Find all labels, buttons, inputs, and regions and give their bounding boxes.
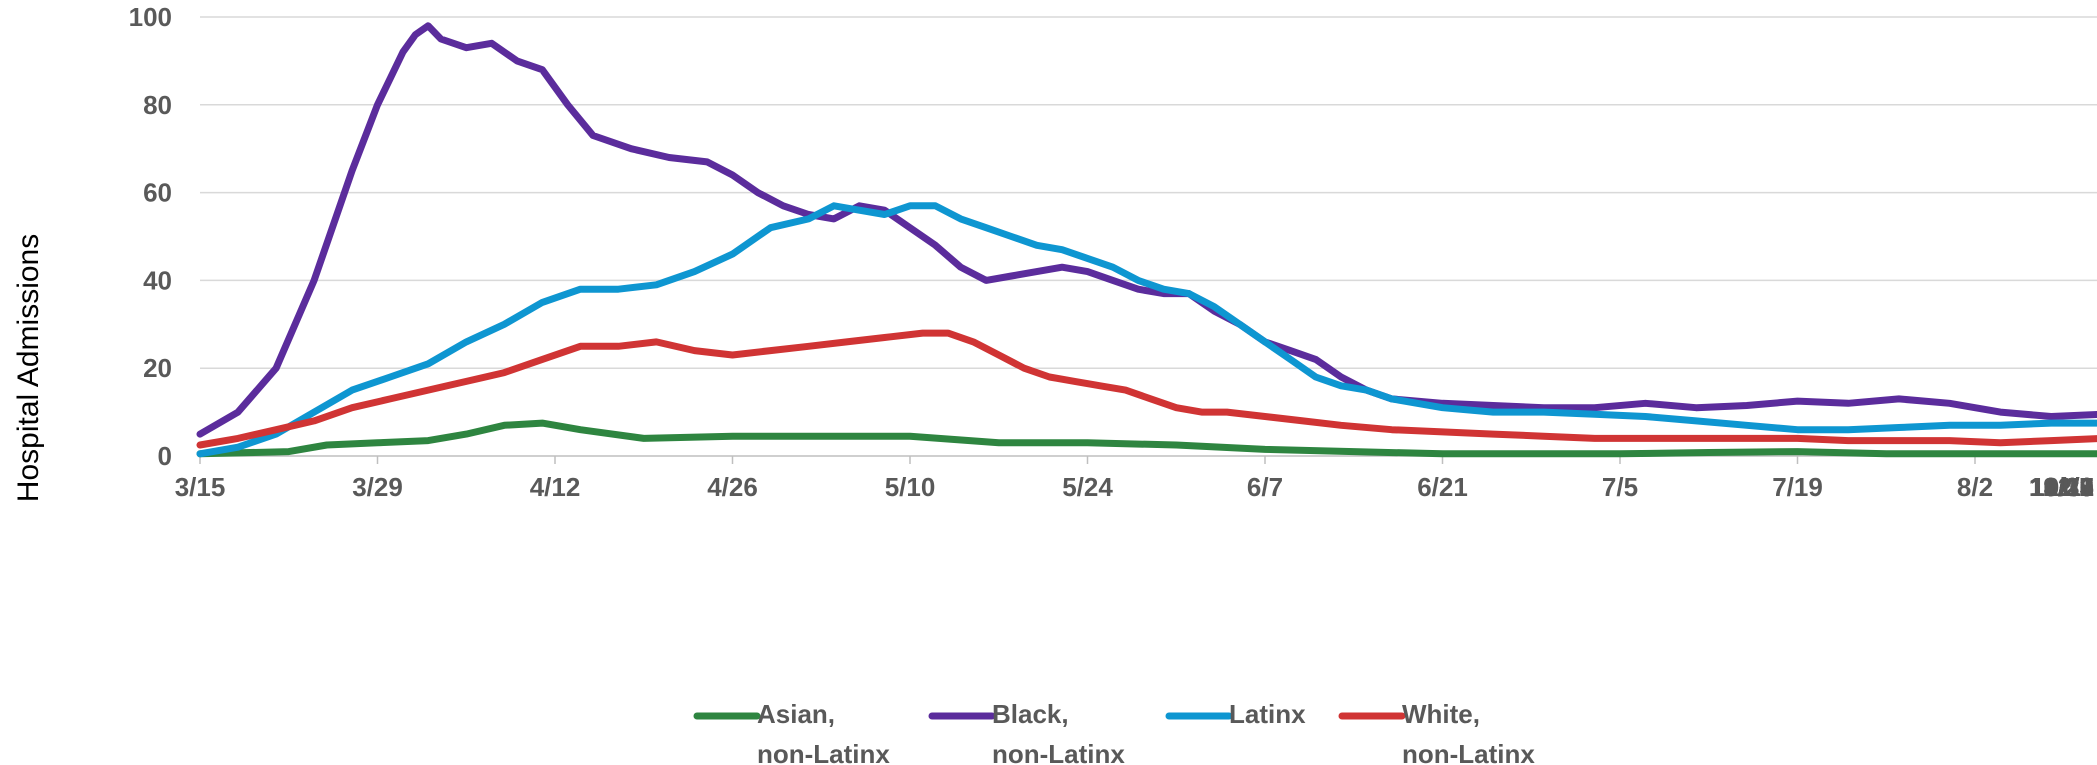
y-tick-label: 100 xyxy=(129,2,172,32)
x-axis-ticks: 3/15 3/29 4/12 4/26 5/10 5/24 6/7 6/21 7/5 7/19 8/… xyxy=(175,456,2094,502)
x-tick-label: 1/3 xyxy=(2058,472,2094,502)
x-tick-label: 10/25 xyxy=(2029,472,2094,502)
legend-label: non-Latinx xyxy=(992,739,1125,765)
y-tick-label: 0 xyxy=(158,441,172,471)
x-tick-label: 4/12 xyxy=(530,472,581,502)
y-tick-label: 80 xyxy=(143,90,172,120)
series-line-white xyxy=(196,329,2097,449)
series-line-asian xyxy=(196,419,2097,458)
x-tick-label: 9/27 xyxy=(2043,472,2094,502)
x-tick-label: 6/7 xyxy=(1247,472,1283,502)
y-tick-label: 20 xyxy=(143,353,172,383)
y-tick-label: 40 xyxy=(143,265,172,295)
legend-label: Asian, xyxy=(757,699,835,729)
x-tick-label: 4/26 xyxy=(707,472,758,502)
x-tick-label: 11/22 xyxy=(2030,472,2094,502)
legend-label: Black, xyxy=(992,699,1069,729)
x-tick-label: 10/11 xyxy=(2030,472,2094,502)
x-tick-label: 12/6 xyxy=(2043,472,2094,502)
legend-label: non-Latinx xyxy=(1402,739,1535,765)
x-tick-label: 12/20 xyxy=(2029,472,2094,502)
x-tick-label: 8/30 xyxy=(2043,472,2094,502)
x-tick-label: 3/29 xyxy=(352,472,403,502)
y-axis-label: Hospital Admissions xyxy=(12,234,45,502)
legend: Asian, non-Latinx Black, non-Latinx Latinx Wh… xyxy=(693,699,1535,765)
x-tick-label: 7/19 xyxy=(1772,472,1823,502)
series-line-latinx xyxy=(196,202,2097,458)
x-tick-label: 11/8 xyxy=(2045,472,2094,502)
x-tick-label: 9/13 xyxy=(2043,472,2094,502)
y-axis-ticks: 0 20 40 60 80 100 xyxy=(129,2,172,471)
x-tick-label: 5/10 xyxy=(885,472,936,502)
x-tick-label: 6/21 xyxy=(1417,472,1468,502)
series-line-black xyxy=(196,22,2097,438)
x-tick-label: 8/16 xyxy=(2043,472,2094,502)
y-tick-label: 60 xyxy=(143,178,172,208)
legend-label: White, xyxy=(1402,699,1480,729)
x-tick-label: 5/24 xyxy=(1062,472,1113,502)
legend-label: non-Latinx xyxy=(757,739,890,765)
series-lines xyxy=(196,22,2097,458)
x-tick-label: 3/15 xyxy=(175,472,226,502)
x-tick-label: 7/5 xyxy=(1602,472,1638,502)
x-tick-label: 8/2 xyxy=(1957,472,1993,502)
legend-label: Latinx xyxy=(1229,699,1306,729)
gridlines xyxy=(200,16,2097,369)
